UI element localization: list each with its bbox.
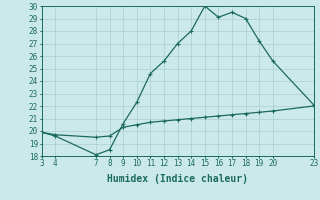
X-axis label: Humidex (Indice chaleur): Humidex (Indice chaleur): [107, 174, 248, 184]
